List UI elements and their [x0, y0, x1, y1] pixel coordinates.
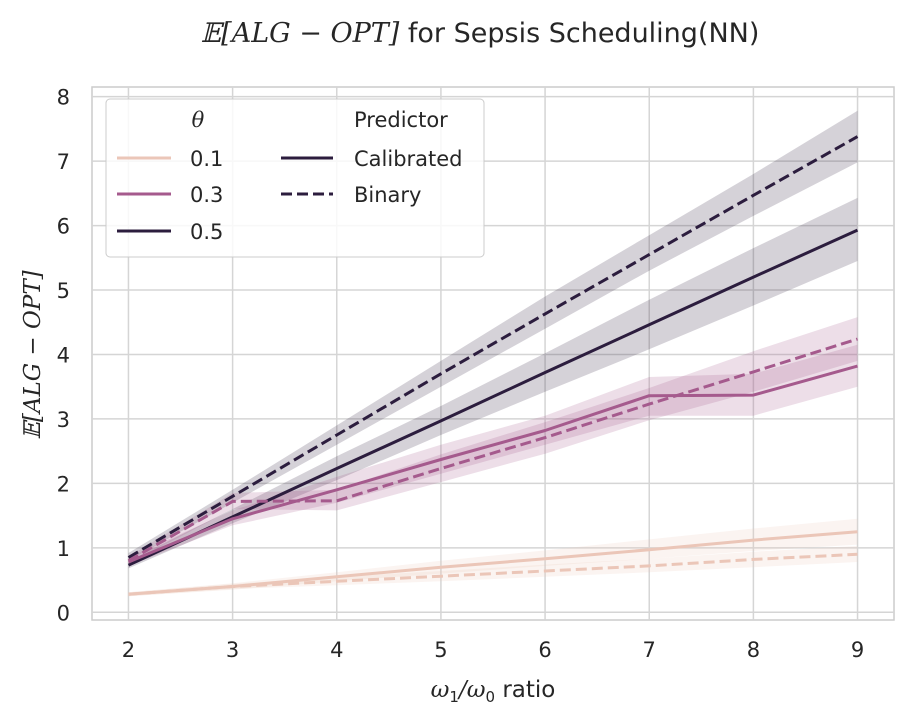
band-theta-0-3-calibrated	[128, 344, 858, 566]
line-theta-0-3-calibrated	[127, 364, 858, 564]
grid	[92, 87, 894, 620]
plot-frame	[91, 86, 895, 621]
y-axis-label: 𝔼[ALG − OPT]	[20, 270, 46, 439]
x-tick-label: 8	[747, 638, 760, 662]
legend-label-0-5: 0.5	[190, 220, 223, 244]
y-tick-label: 8	[57, 86, 70, 110]
x-tick-label: 3	[226, 638, 239, 662]
x-tick-label: 9	[851, 638, 864, 662]
x-tick-label: 5	[434, 638, 447, 662]
line-theta-0-5-binary	[127, 135, 859, 559]
x-axis-label: ω1/ω0 ratio	[431, 677, 556, 706]
title-math: 𝔼[ALG − OPT]	[201, 18, 400, 49]
legend-box	[105, 98, 485, 258]
y-tick-label: 3	[57, 408, 70, 432]
band-theta-0-5-binary	[128, 110, 858, 561]
y-tick-label: 0	[57, 601, 70, 625]
legend-label-binary: Binary	[354, 183, 421, 207]
band-theta-0-5-calibrated	[128, 197, 858, 569]
y-tick-label: 4	[57, 343, 70, 367]
x-tick-label: 6	[538, 638, 551, 662]
line-theta-0-3-binary	[127, 337, 858, 563]
line-theta-0-1-binary	[128, 552, 858, 596]
x-tick-label: 2	[122, 638, 135, 662]
y-tick-label: 7	[57, 150, 70, 174]
x-tick-labels: 2 3 4 5 6 7 8 9	[122, 638, 864, 662]
legend-label-0-1: 0.1	[190, 147, 223, 171]
legend-style-title: Predictor	[354, 108, 448, 132]
series-lines	[127, 135, 859, 596]
y-tick-label: 1	[57, 537, 70, 561]
legend: θ Predictor 0.1 0.3 0.5 Calibrated Binar…	[105, 98, 485, 258]
x-tick-label: 7	[643, 638, 656, 662]
y-tick-label: 5	[57, 279, 70, 303]
y-tick-labels: 0 1 2 3 4 5 6 7 8	[57, 86, 70, 626]
band-theta-0-1-calibrated	[128, 518, 858, 597]
y-tick-label: 6	[57, 215, 70, 239]
y-tick-label: 2	[57, 472, 70, 496]
legend-hue-title: θ	[192, 108, 205, 132]
chart-title: 𝔼[ALG − OPT] for Sepsis Scheduling(NN)	[201, 18, 760, 49]
legend-label-calibrated: Calibrated	[354, 147, 463, 171]
title-rest: for Sepsis Scheduling(NN)	[399, 18, 759, 49]
line-theta-0-5-calibrated	[127, 228, 859, 567]
x-tick-label: 4	[330, 638, 343, 662]
legend-label-0-3: 0.3	[190, 183, 223, 207]
